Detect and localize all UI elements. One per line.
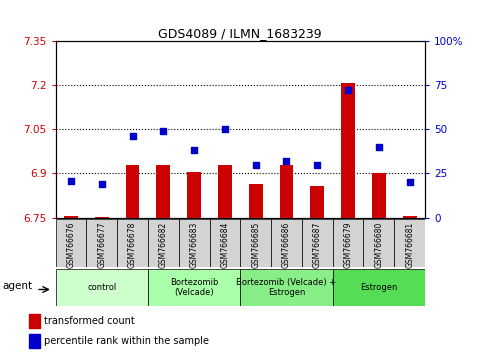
Bar — [218, 165, 232, 218]
Point — [406, 179, 413, 185]
Bar — [187, 172, 201, 218]
Bar — [179, 219, 210, 267]
Bar — [333, 219, 364, 267]
Bar — [56, 269, 148, 306]
Text: GSM766687: GSM766687 — [313, 222, 322, 268]
Point — [190, 148, 198, 153]
Bar — [311, 186, 324, 218]
Bar — [156, 165, 170, 218]
Bar — [403, 216, 416, 218]
Text: GSM766679: GSM766679 — [343, 222, 353, 268]
Bar — [86, 219, 117, 267]
Bar — [333, 269, 425, 306]
Text: GSM766682: GSM766682 — [159, 222, 168, 268]
Bar — [210, 219, 240, 267]
Bar — [364, 219, 394, 267]
Bar — [280, 166, 293, 218]
Bar — [271, 219, 302, 267]
Text: GSM766684: GSM766684 — [220, 222, 229, 268]
Bar — [372, 173, 386, 218]
Point — [128, 133, 136, 139]
Point — [252, 162, 259, 167]
Point — [221, 126, 229, 132]
Text: percentile rank within the sample: percentile rank within the sample — [44, 336, 209, 346]
Bar — [28, 314, 40, 328]
Text: GSM766678: GSM766678 — [128, 222, 137, 268]
Text: control: control — [87, 283, 116, 292]
Text: GSM766683: GSM766683 — [190, 222, 199, 268]
Bar — [240, 219, 271, 267]
Bar — [302, 219, 333, 267]
Bar — [240, 269, 333, 306]
Point — [98, 181, 106, 187]
Text: GSM766677: GSM766677 — [97, 222, 106, 268]
Title: GDS4089 / ILMN_1683239: GDS4089 / ILMN_1683239 — [158, 27, 322, 40]
Point — [313, 162, 321, 167]
Text: transformed count: transformed count — [44, 316, 135, 326]
Bar — [56, 219, 86, 267]
Text: GSM766680: GSM766680 — [374, 222, 384, 268]
Text: Bortezomib
(Velcade): Bortezomib (Velcade) — [170, 278, 218, 297]
Point — [67, 178, 75, 183]
Text: agent: agent — [3, 281, 33, 291]
Bar — [249, 184, 263, 218]
Text: Estrogen: Estrogen — [360, 283, 398, 292]
Point — [159, 128, 167, 134]
Text: GSM766681: GSM766681 — [405, 222, 414, 268]
Bar — [126, 166, 140, 218]
Bar — [28, 334, 40, 348]
Bar — [148, 269, 241, 306]
Bar — [394, 219, 425, 267]
Text: Bortezomib (Velcade) +
Estrogen: Bortezomib (Velcade) + Estrogen — [236, 278, 337, 297]
Point — [375, 144, 383, 150]
Bar — [64, 216, 78, 218]
Point — [344, 87, 352, 93]
Text: GSM766685: GSM766685 — [251, 222, 260, 268]
Point — [283, 158, 290, 164]
Text: GSM766676: GSM766676 — [67, 222, 75, 268]
Bar — [95, 217, 109, 218]
Bar — [341, 84, 355, 218]
Bar — [148, 219, 179, 267]
Bar — [117, 219, 148, 267]
Text: GSM766686: GSM766686 — [282, 222, 291, 268]
